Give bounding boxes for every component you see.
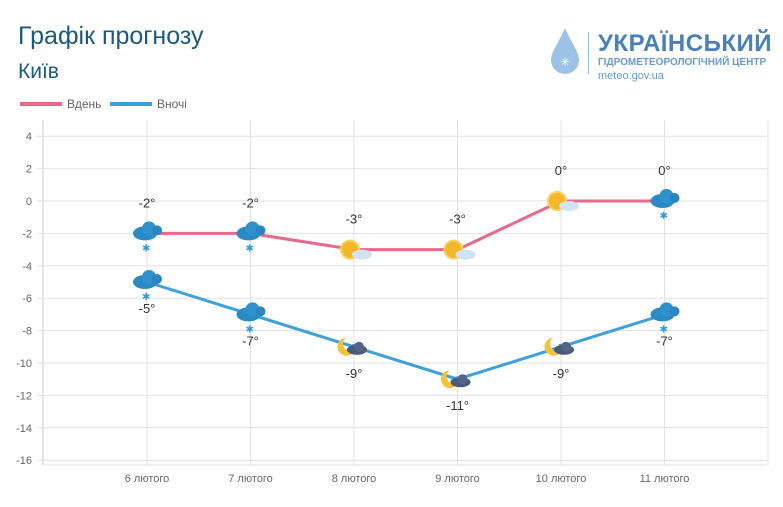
x-tick-label: 10 лютого bbox=[536, 473, 587, 485]
svg-text:✱: ✱ bbox=[246, 243, 254, 254]
sun-cloud-icon bbox=[443, 239, 476, 260]
x-tick-label: 7 лютого bbox=[228, 473, 273, 485]
y-tick-label: 4 bbox=[26, 131, 32, 143]
sun-cloud-icon bbox=[340, 239, 372, 260]
series-line-day bbox=[147, 199, 665, 252]
svg-text:✱: ✱ bbox=[660, 211, 668, 222]
logo-url: meteo.gov.ua bbox=[598, 70, 664, 82]
svg-text:✳: ✳ bbox=[560, 55, 570, 69]
data-label: 0° bbox=[658, 163, 670, 178]
moon-cloud-icon bbox=[337, 337, 367, 356]
y-tick-label: -8 bbox=[22, 326, 32, 338]
sun-cloud-icon bbox=[547, 191, 579, 211]
y-tick-label: -16 bbox=[16, 455, 32, 467]
cloud-snow-icon: ✱ bbox=[650, 302, 680, 335]
y-tick-label: 0 bbox=[26, 196, 32, 208]
logo[interactable]: ✳ УКРАЇНСЬКИЙ ГІДРОМЕТЕОРОЛОГІЧНИЙ ЦЕНТР… bbox=[546, 22, 776, 82]
city-name: Київ bbox=[18, 60, 59, 83]
svg-text:✱: ✱ bbox=[246, 324, 254, 335]
data-label: -3° bbox=[346, 212, 363, 227]
x-tick-label: 8 лютого bbox=[332, 473, 377, 485]
svg-text:✱: ✱ bbox=[142, 292, 150, 303]
cloud-snow-icon: ✱ bbox=[236, 221, 266, 254]
legend-label-1[interactable]: Вночі bbox=[157, 97, 187, 111]
svg-text:✱: ✱ bbox=[660, 324, 668, 335]
cloud-snow-icon: ✱ bbox=[650, 189, 680, 222]
data-label: -2° bbox=[242, 195, 259, 210]
water-drop-icon: ✳ bbox=[551, 28, 579, 74]
data-label: -5° bbox=[139, 301, 156, 316]
y-tick-label: -6 bbox=[22, 293, 32, 305]
data-label: -7° bbox=[242, 333, 259, 348]
cloud-snow-icon: ✱ bbox=[236, 302, 266, 335]
svg-text:✱: ✱ bbox=[142, 243, 150, 254]
logo-line2: ГІДРОМЕТЕОРОЛОГІЧНИЙ ЦЕНТР bbox=[598, 57, 767, 68]
data-label: -9° bbox=[553, 366, 570, 381]
y-tick-label: -2 bbox=[22, 228, 32, 240]
cloud-snow-icon: ✱ bbox=[133, 221, 162, 254]
data-label: -3° bbox=[449, 212, 466, 227]
data-label: -2° bbox=[139, 195, 156, 210]
data-label: 0° bbox=[555, 163, 567, 178]
legend-label-0[interactable]: Вдень bbox=[67, 97, 101, 111]
y-tick-label: -14 bbox=[16, 423, 32, 435]
moon-cloud-icon bbox=[441, 370, 471, 389]
y-tick-label: -10 bbox=[16, 358, 32, 370]
y-tick-label: -12 bbox=[16, 390, 32, 402]
page-title: Графік прогнозу bbox=[18, 22, 204, 50]
logo-line1: УКРАЇНСЬКИЙ bbox=[598, 30, 772, 57]
x-tick-label: 11 лютого bbox=[640, 473, 690, 485]
series-line-night bbox=[146, 280, 665, 381]
cloud-snow-icon: ✱ bbox=[133, 270, 162, 303]
y-tick-label: 2 bbox=[26, 164, 32, 176]
data-label: -11° bbox=[446, 398, 469, 413]
x-tick-label: 6 лютого bbox=[125, 473, 170, 485]
y-tick-label: -4 bbox=[22, 261, 32, 273]
moon-cloud-icon bbox=[544, 337, 574, 356]
x-tick-label: 9 лютого bbox=[435, 473, 480, 485]
logo-separator bbox=[588, 32, 589, 74]
data-label: -7° bbox=[656, 333, 673, 348]
data-label: -9° bbox=[346, 366, 363, 381]
